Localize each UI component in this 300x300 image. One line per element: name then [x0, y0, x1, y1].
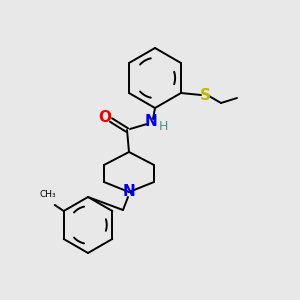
- Text: CH₃: CH₃: [39, 190, 56, 199]
- Text: N: N: [145, 115, 158, 130]
- Text: N: N: [123, 184, 135, 200]
- Text: O: O: [98, 110, 112, 124]
- Text: H: H: [158, 121, 168, 134]
- Text: S: S: [200, 88, 211, 103]
